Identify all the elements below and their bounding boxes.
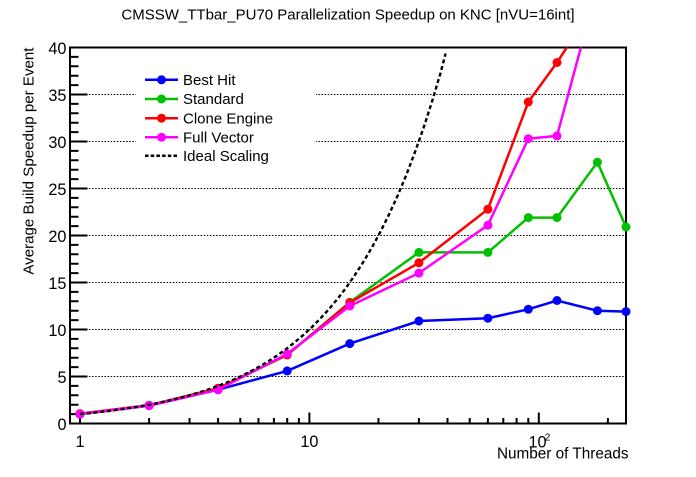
svg-text:CMSSW_TTbar_PU70 Parallelizati: CMSSW_TTbar_PU70 Parallelization Speedup… bbox=[121, 7, 574, 24]
svg-text:Best Hit: Best Hit bbox=[183, 72, 236, 89]
svg-text:20: 20 bbox=[48, 228, 66, 246]
svg-text:Full Vector: Full Vector bbox=[183, 130, 254, 147]
svg-text:25: 25 bbox=[48, 181, 66, 199]
svg-text:30: 30 bbox=[48, 134, 66, 152]
svg-text:15: 15 bbox=[48, 275, 66, 293]
svg-text:10: 10 bbox=[529, 434, 547, 452]
svg-text:35: 35 bbox=[48, 87, 66, 105]
svg-text:10: 10 bbox=[300, 433, 318, 451]
svg-text:Number of Threads: Number of Threads bbox=[497, 445, 629, 462]
svg-text:5: 5 bbox=[57, 369, 66, 387]
svg-text:10: 10 bbox=[48, 322, 66, 340]
svg-text:Standard: Standard bbox=[183, 91, 244, 108]
svg-text:Ideal Scaling: Ideal Scaling bbox=[183, 148, 269, 165]
svg-text:0: 0 bbox=[57, 416, 66, 434]
svg-text:Clone Engine: Clone Engine bbox=[183, 110, 273, 127]
svg-text:1: 1 bbox=[75, 433, 84, 451]
svg-text:40: 40 bbox=[48, 40, 66, 58]
svg-text:2: 2 bbox=[545, 433, 551, 444]
svg-text:Average Build Speedup per Even: Average Build Speedup per Event bbox=[21, 47, 38, 275]
